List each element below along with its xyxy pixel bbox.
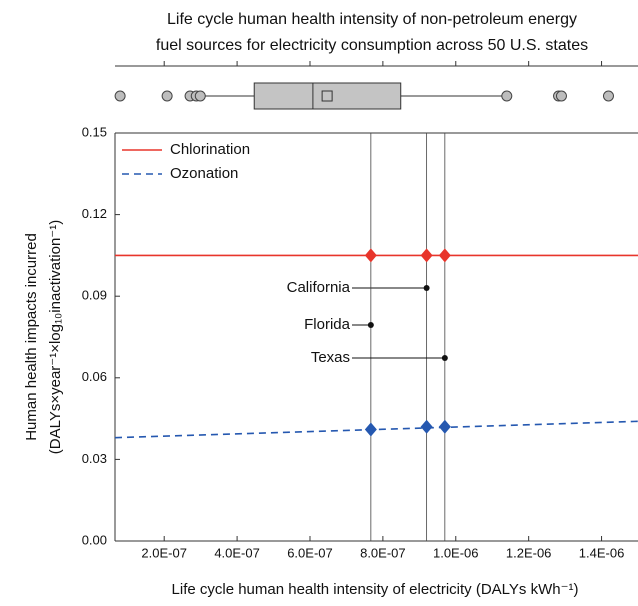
state-point [441, 354, 448, 361]
outlier [602, 90, 614, 102]
x-tick-label: 4.0E-07 [214, 545, 260, 560]
x-tick-label: 1.2E-06 [506, 545, 552, 560]
state-point [367, 322, 374, 329]
chart-title: fuel sources for electricity consumption… [156, 37, 588, 54]
y-axis-label: (DALYs×year⁻¹×log₁₀inactivation⁻¹) [47, 220, 64, 454]
y-tick-label: 0.06 [82, 369, 107, 384]
diamond-marker [364, 422, 377, 437]
y-tick-label: 0.03 [82, 451, 107, 466]
diamond-marker [438, 419, 451, 434]
y-tick-label: 0.15 [82, 124, 107, 139]
outlier [555, 90, 567, 102]
box [253, 82, 402, 110]
x-tick-label: 8.0E-07 [360, 545, 406, 560]
x-tick-label: 2.0E-07 [141, 545, 187, 560]
y-tick-label: 0.00 [82, 532, 107, 547]
outlier [161, 90, 173, 102]
outlier [501, 90, 513, 102]
state-label: Texas [311, 349, 350, 366]
state-label: Florida [304, 316, 351, 333]
legend-label: Chlorination [170, 141, 250, 158]
diamond-marker [438, 248, 451, 263]
mean [321, 90, 333, 102]
legend-label: Ozonation [170, 165, 238, 182]
diamond-marker [420, 248, 433, 263]
x-tick-label: 6.0E-07 [287, 545, 333, 560]
diamond-marker [420, 419, 433, 434]
chart-title: Life cycle human health intensity of non… [167, 11, 577, 28]
diamond-marker [364, 248, 377, 263]
series-line [114, 420, 638, 439]
y-tick-label: 0.09 [82, 288, 107, 303]
y-tick-label: 0.12 [82, 206, 107, 221]
x-tick-label: 1.0E-06 [433, 545, 479, 560]
outlier [194, 90, 206, 102]
x-axis-label: Life cycle human health intensity of ele… [172, 581, 579, 598]
state-point [423, 285, 430, 292]
x-tick-label: 1.4E-06 [579, 545, 625, 560]
state-label: California [287, 279, 351, 296]
outlier [114, 90, 126, 102]
y-axis-label: Human health impacts incurred [23, 233, 40, 441]
